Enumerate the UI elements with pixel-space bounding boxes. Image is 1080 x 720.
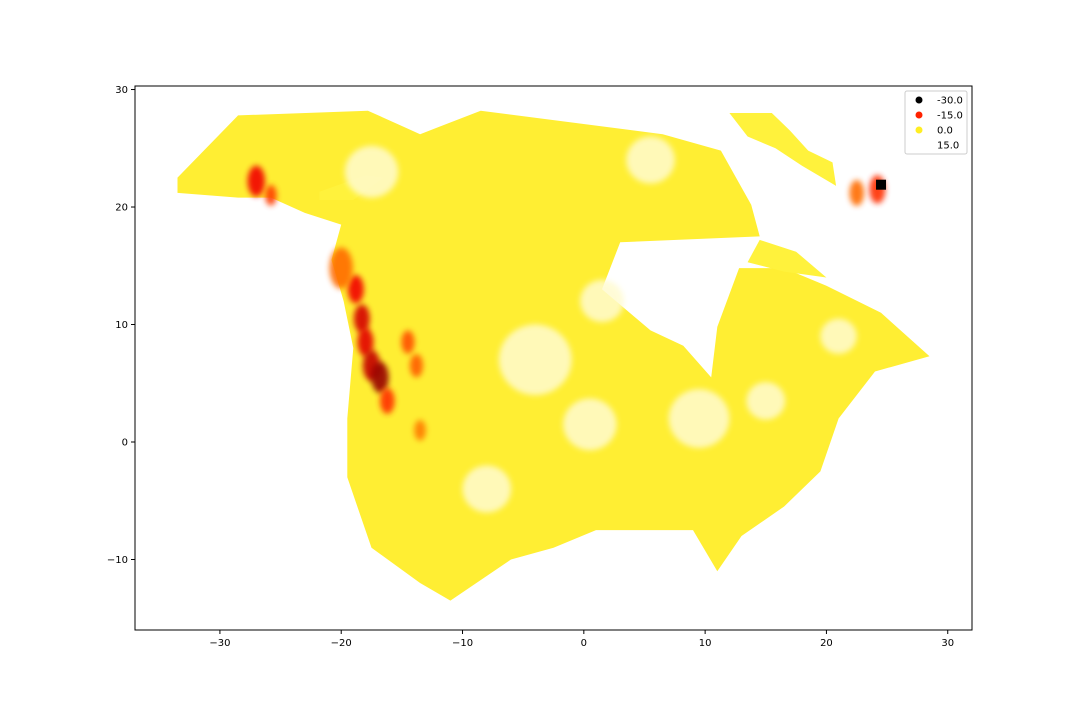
heatmap-hotspot	[329, 247, 353, 289]
heatmap-hotspot	[371, 361, 389, 393]
x-tick-label: −10	[452, 638, 473, 649]
heatmap-hotspot	[265, 184, 277, 206]
y-tick-label: 30	[115, 85, 128, 96]
legend-marker	[915, 111, 923, 119]
heatmap-hotspot	[347, 275, 364, 304]
legend-marker	[915, 96, 923, 104]
heatmap-hotspot	[876, 179, 887, 190]
heatmap-hotspot	[849, 179, 865, 206]
x-tick-label: 0	[581, 638, 587, 649]
y-axis: −10 0 10 20 30	[107, 85, 135, 566]
legend-label: 0.0	[937, 126, 953, 137]
heatmap-pale-patch	[462, 465, 512, 513]
x-tick-label: 10	[699, 638, 712, 649]
plot-area	[177, 110, 930, 601]
x-tick-label: −20	[331, 638, 352, 649]
heatmap-pale-patch	[344, 145, 399, 198]
axes-frame	[134, 85, 973, 631]
y-tick-label: −10	[107, 555, 128, 566]
heatmap-pale-patch	[498, 324, 572, 396]
y-tick-label: 10	[115, 320, 128, 331]
heatmap-pale-patch	[668, 389, 730, 448]
heatmap-hotspot	[380, 387, 395, 414]
heatmap-hotspot	[247, 165, 266, 197]
heatmap-island	[747, 239, 827, 278]
heatmap-hotspot	[409, 354, 423, 378]
heatmap-pale-patch	[563, 398, 617, 451]
heatmap-pale-patch	[746, 382, 786, 420]
legend-label: -15.0	[937, 111, 963, 122]
y-tick-label: 0	[122, 438, 128, 449]
heatmap-pale-patch	[580, 279, 624, 323]
heatmap-hotspot	[353, 304, 370, 333]
x-tick-label: 20	[820, 638, 833, 649]
heatmap-island	[729, 113, 837, 186]
legend-marker	[915, 126, 923, 134]
legend-label: -30.0	[937, 96, 963, 107]
x-tick-label: 30	[941, 638, 954, 649]
legend-box	[904, 90, 968, 155]
heatmap-hotspot	[357, 327, 374, 357]
y-tick-label: 20	[115, 203, 128, 214]
legend-label: 15.0	[937, 141, 959, 152]
x-axis: −30 −20 −10 0 10 20 30	[209, 630, 954, 649]
heatmap-hotspot	[401, 330, 415, 354]
heatmap-pale-patch	[626, 136, 675, 184]
heatmap-hotspot	[414, 419, 426, 441]
legend: -30.0 -15.0 0.0 15.0	[904, 90, 968, 155]
x-tick-label: −30	[209, 638, 230, 649]
heatmap-pale-patch	[820, 318, 857, 354]
legend-marker	[915, 141, 923, 149]
